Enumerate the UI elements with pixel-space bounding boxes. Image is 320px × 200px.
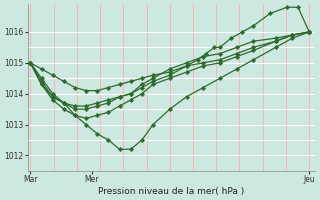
X-axis label: Pression niveau de la mer( hPa ): Pression niveau de la mer( hPa ) (98, 187, 244, 196)
